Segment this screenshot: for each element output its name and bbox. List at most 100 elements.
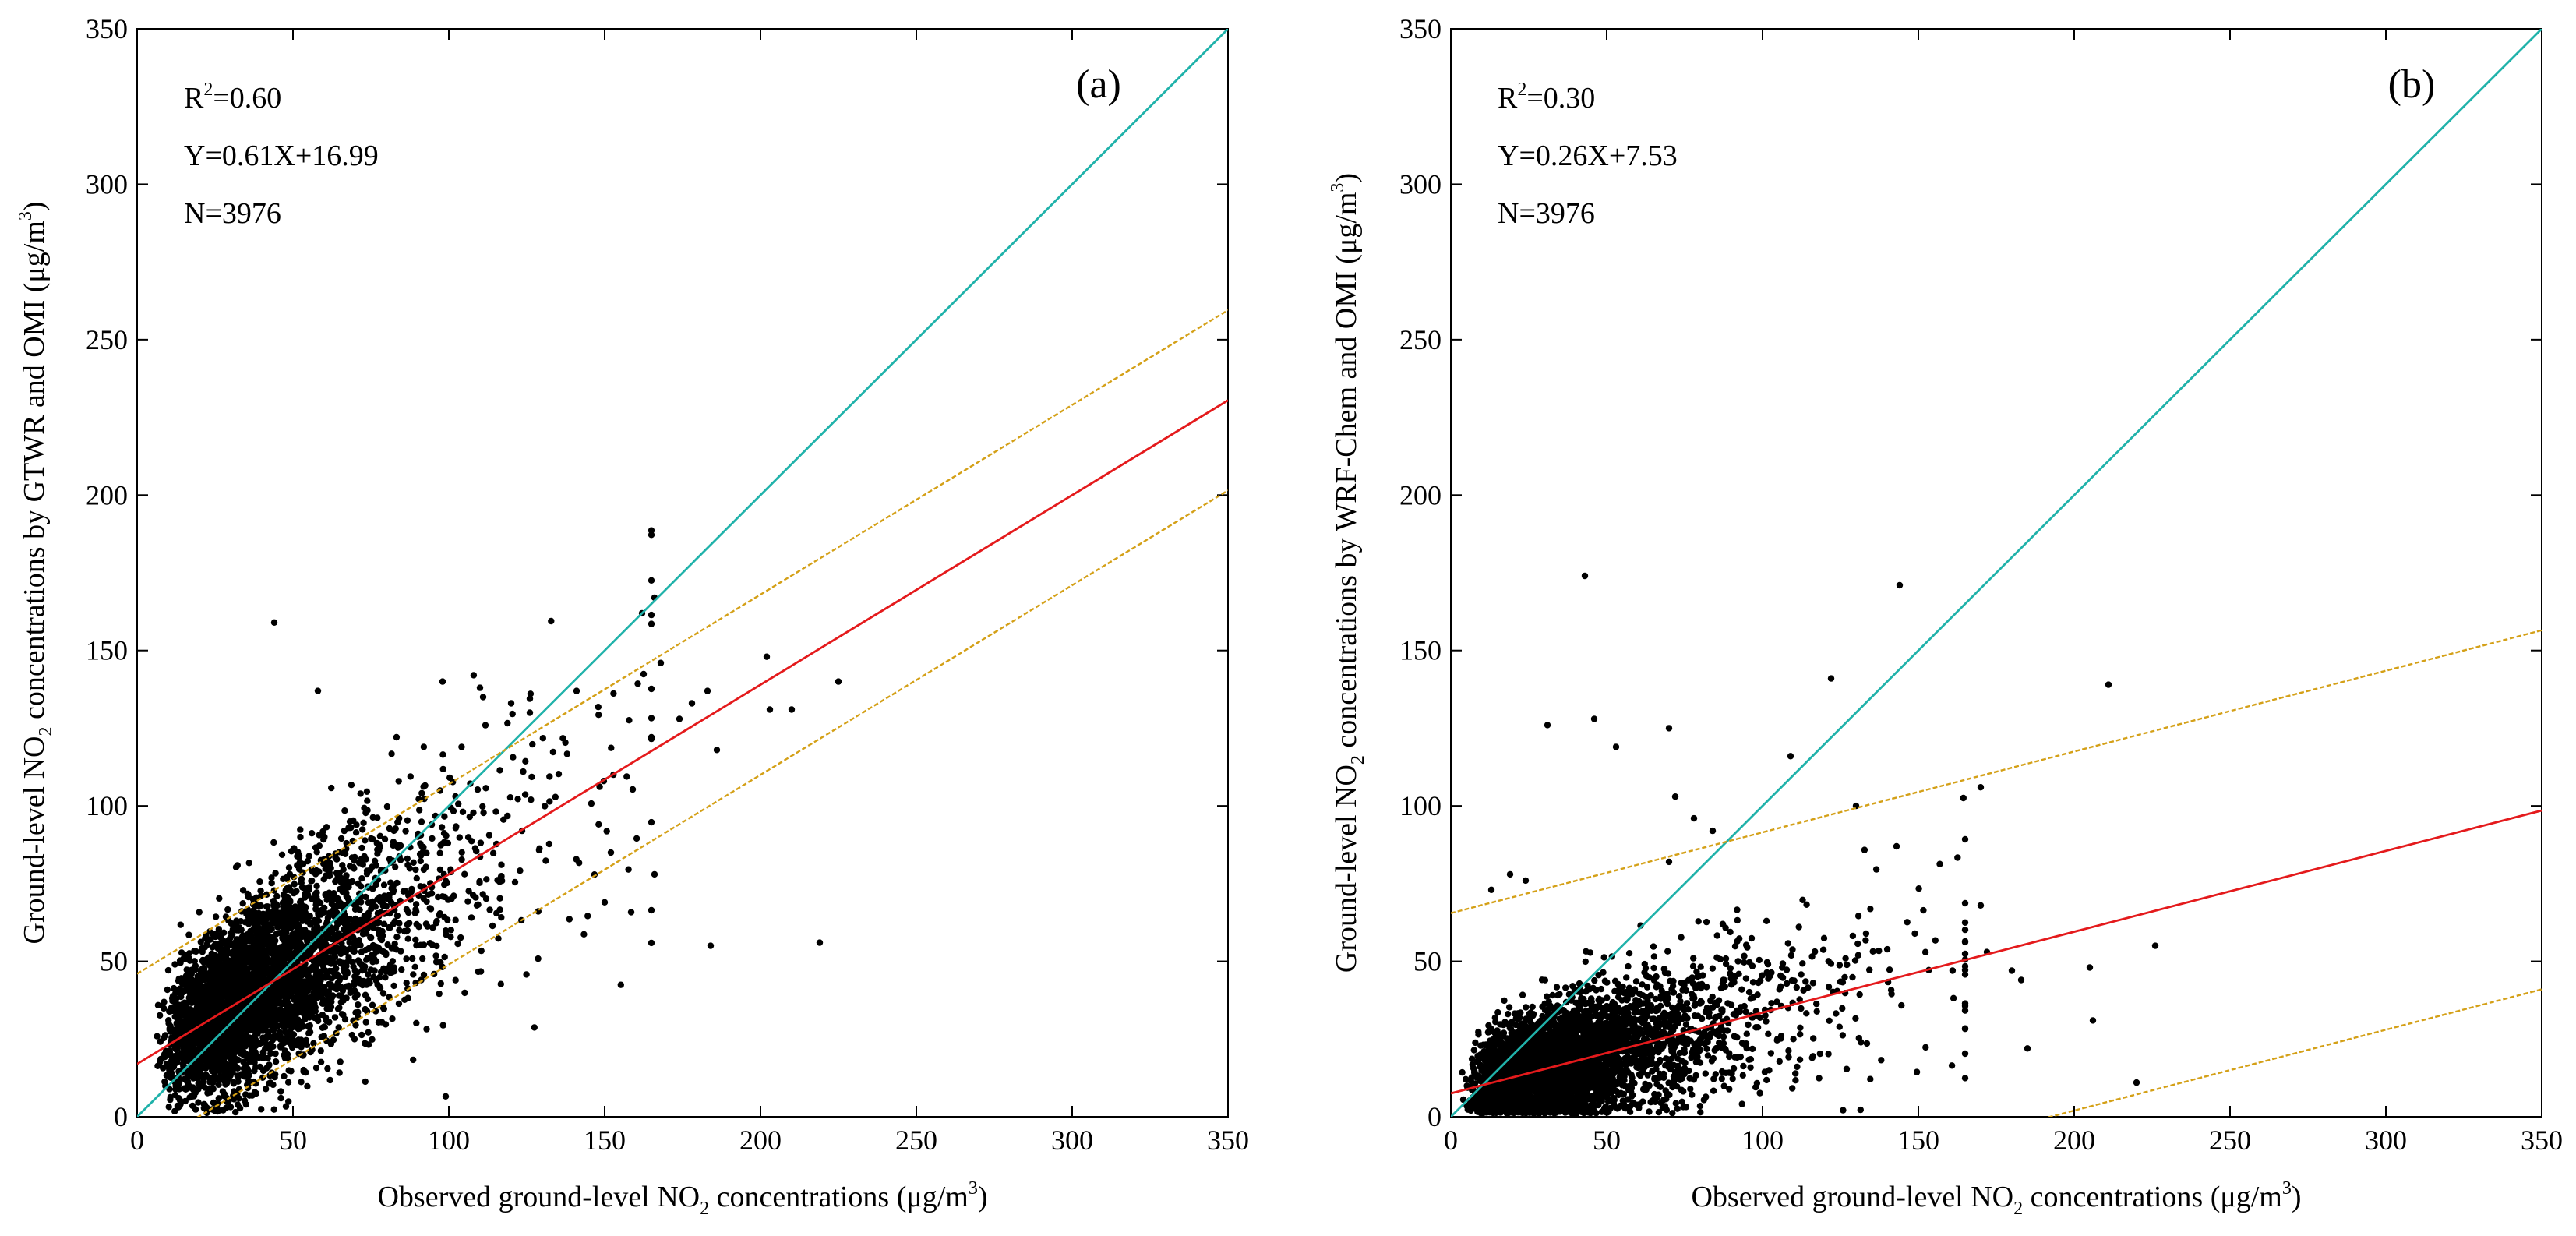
data-point (210, 1078, 217, 1085)
data-point (331, 949, 338, 956)
data-point (335, 945, 343, 953)
data-point (306, 913, 313, 920)
data-point (295, 1036, 302, 1044)
data-point (351, 853, 358, 861)
data-point (256, 1012, 263, 1019)
data-point (527, 690, 535, 697)
data-point (167, 1008, 174, 1015)
data-point (336, 992, 343, 999)
data-point (1866, 966, 1873, 973)
data-point (439, 893, 446, 900)
data-point (250, 945, 257, 952)
data-point (1600, 954, 1607, 961)
data-point (252, 910, 259, 917)
regression-line-a (137, 399, 1228, 1065)
data-point (404, 855, 411, 863)
data-point (242, 1025, 250, 1032)
data-point (648, 527, 655, 534)
data-point (233, 921, 240, 929)
data-point (254, 1030, 261, 1037)
data-point (580, 931, 588, 938)
data-point (517, 867, 524, 874)
data-point (184, 1011, 192, 1018)
data-point (336, 870, 343, 877)
data-point (383, 803, 391, 810)
data-point (313, 923, 320, 930)
data-point (270, 1106, 277, 1113)
data-point (610, 690, 617, 697)
data-point (178, 949, 185, 956)
data-point (514, 796, 521, 803)
data-point (305, 853, 312, 860)
data-point (302, 890, 309, 897)
data-point (345, 954, 352, 961)
data-point (442, 927, 450, 934)
data-point (788, 706, 796, 713)
data-point (375, 1019, 383, 1026)
data-point (373, 839, 380, 847)
data-point (295, 1016, 302, 1023)
data-point (371, 857, 379, 865)
data-point (253, 1000, 261, 1008)
data-point (388, 750, 395, 757)
data-point (228, 931, 236, 938)
x-tick-label-a-4: 200 (739, 1125, 782, 1156)
data-point (394, 818, 401, 826)
data-point (298, 1079, 305, 1086)
data-point (191, 1089, 198, 1097)
data-point (161, 1032, 169, 1039)
data-point (284, 934, 291, 941)
data-point (166, 1067, 173, 1074)
data-point (369, 1001, 376, 1008)
data-point (492, 808, 499, 815)
data-point (222, 1081, 229, 1088)
data-point (496, 906, 503, 913)
data-point (258, 1106, 265, 1113)
data-point (475, 901, 482, 909)
data-point (470, 672, 478, 679)
data-point (327, 984, 335, 991)
data-point (263, 1086, 270, 1093)
data-point (326, 1076, 333, 1084)
data-point (317, 1047, 324, 1054)
data-point (458, 856, 465, 863)
data-point (221, 972, 229, 979)
data-point (238, 1031, 245, 1038)
data-point (420, 783, 427, 790)
data-point (648, 735, 655, 743)
data-point (420, 971, 428, 979)
data-point (428, 821, 436, 828)
data-point (566, 916, 573, 923)
data-point (528, 773, 535, 781)
data-point (352, 829, 360, 836)
data-point (1647, 992, 1654, 999)
data-point (608, 744, 615, 751)
data-point (291, 845, 298, 852)
data-point (165, 1104, 172, 1111)
data-point (193, 990, 201, 998)
data-point (404, 861, 411, 869)
data-point (200, 1100, 208, 1108)
data-point (412, 901, 420, 908)
data-point (268, 937, 275, 944)
data-point (306, 1002, 313, 1010)
data-point (379, 894, 386, 901)
data-point (404, 817, 411, 824)
data-point (185, 931, 192, 938)
data-point (316, 938, 323, 945)
data-point (380, 1005, 387, 1012)
data-point (489, 922, 496, 930)
data-point (504, 812, 511, 820)
data-point (273, 989, 280, 996)
data-point (362, 856, 369, 863)
data-point (234, 1023, 242, 1030)
data-point (369, 1036, 376, 1044)
data-point (381, 835, 389, 843)
data-point (232, 971, 239, 978)
data-point (464, 834, 472, 841)
data-point (319, 828, 326, 835)
data-point (496, 895, 503, 902)
data-point (468, 914, 475, 921)
data-point (486, 906, 493, 913)
data-point (243, 965, 250, 973)
